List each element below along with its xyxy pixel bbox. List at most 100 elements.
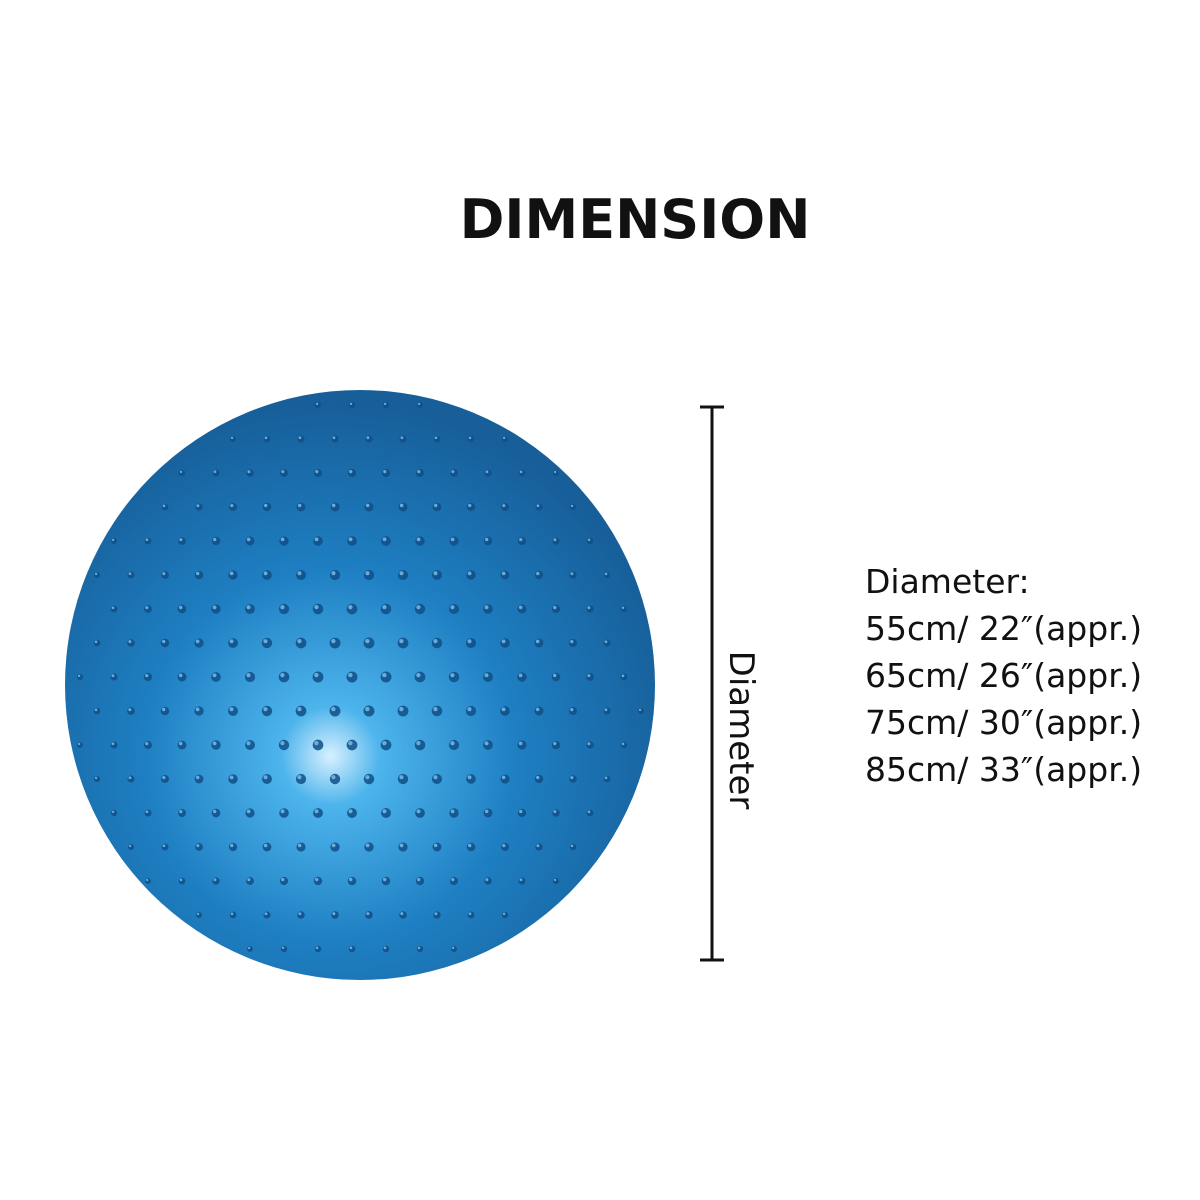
- bump: [312, 739, 324, 751]
- bump: [603, 571, 611, 579]
- bump-highlight: [467, 707, 472, 712]
- bump: [551, 740, 561, 750]
- bump-highlight: [94, 572, 98, 576]
- bump-highlight: [450, 673, 455, 678]
- bump-highlight: [451, 470, 455, 474]
- bump: [244, 739, 256, 751]
- bump-highlight: [195, 639, 200, 644]
- bump-highlight: [213, 470, 217, 474]
- bump: [603, 775, 611, 783]
- bump-highlight: [297, 775, 302, 780]
- bump-highlight: [297, 571, 302, 576]
- bump-highlight: [280, 809, 285, 814]
- bump-highlight: [382, 672, 387, 678]
- bump-highlight: [365, 638, 370, 644]
- bump: [363, 637, 375, 649]
- bump-highlight: [212, 605, 217, 610]
- bump: [467, 435, 475, 443]
- bump-highlight: [417, 470, 421, 474]
- bump-highlight: [553, 605, 557, 610]
- bump-highlight: [518, 605, 523, 610]
- bump-highlight: [382, 740, 387, 746]
- bump: [417, 402, 423, 408]
- bump: [414, 603, 426, 615]
- bump-highlight: [417, 877, 421, 882]
- bump-highlight: [485, 470, 489, 474]
- bump-highlight: [196, 504, 200, 508]
- bump-highlight: [399, 706, 404, 712]
- bump-highlight: [263, 571, 268, 576]
- bump: [330, 842, 340, 852]
- bump-highlight: [246, 537, 251, 542]
- bump: [194, 570, 204, 580]
- bump: [380, 671, 392, 683]
- bump-highlight: [366, 912, 370, 916]
- bump: [229, 435, 237, 443]
- bump: [296, 842, 306, 852]
- bump-highlight: [468, 912, 472, 916]
- bump: [500, 570, 510, 580]
- bump: [552, 537, 560, 545]
- bump-highlight: [128, 640, 132, 644]
- bump: [414, 671, 426, 683]
- bump-highlight: [467, 639, 472, 644]
- bump-highlight: [501, 571, 506, 576]
- bump: [348, 401, 356, 409]
- bump-highlight: [162, 775, 166, 780]
- bump: [211, 604, 221, 614]
- bump: [569, 571, 577, 579]
- bump-highlight: [145, 673, 149, 678]
- bump: [228, 842, 238, 852]
- bump: [603, 639, 611, 647]
- bump: [329, 569, 341, 581]
- bump: [517, 604, 527, 614]
- bump: [569, 843, 577, 851]
- bump-highlight: [212, 741, 217, 746]
- bump-highlight: [587, 742, 591, 746]
- bump-highlight: [570, 504, 574, 508]
- bump: [603, 707, 611, 715]
- bump-highlight: [433, 639, 438, 644]
- bump: [364, 502, 374, 512]
- bump-highlight: [264, 503, 268, 508]
- bump-highlight: [162, 707, 166, 712]
- bump: [363, 773, 375, 785]
- bump-highlight: [162, 572, 166, 576]
- bump: [195, 843, 203, 851]
- bump: [432, 842, 442, 852]
- bump: [518, 877, 526, 885]
- bump: [416, 945, 424, 953]
- bump: [483, 536, 493, 546]
- bump-highlight: [433, 503, 438, 508]
- bump: [500, 842, 510, 852]
- bump-highlight: [382, 809, 387, 814]
- bump: [161, 843, 169, 851]
- bump: [144, 605, 152, 613]
- bump: [278, 671, 290, 683]
- bump-highlight: [502, 436, 506, 440]
- bump-highlight: [382, 605, 387, 610]
- bump: [313, 468, 323, 478]
- bump-highlight: [484, 605, 489, 610]
- bump: [296, 502, 306, 512]
- bump: [552, 809, 560, 817]
- bump-highlight: [315, 877, 319, 882]
- bump: [262, 842, 272, 852]
- bump-highlight: [553, 878, 557, 882]
- bump-highlight: [451, 946, 455, 950]
- bump: [364, 842, 374, 852]
- bump: [552, 877, 560, 885]
- bump-highlight: [434, 436, 438, 440]
- bump-highlight: [383, 946, 387, 950]
- bump: [586, 673, 594, 681]
- bump: [330, 502, 340, 512]
- bump: [501, 503, 509, 511]
- bump: [586, 605, 594, 613]
- spec-heading: Diameter:: [865, 562, 1030, 601]
- bump-highlight: [467, 571, 472, 576]
- bump-highlight: [587, 810, 591, 814]
- bump: [295, 569, 307, 581]
- bump: [263, 911, 271, 919]
- bump-highlight: [280, 741, 285, 746]
- bump-highlight: [229, 775, 234, 780]
